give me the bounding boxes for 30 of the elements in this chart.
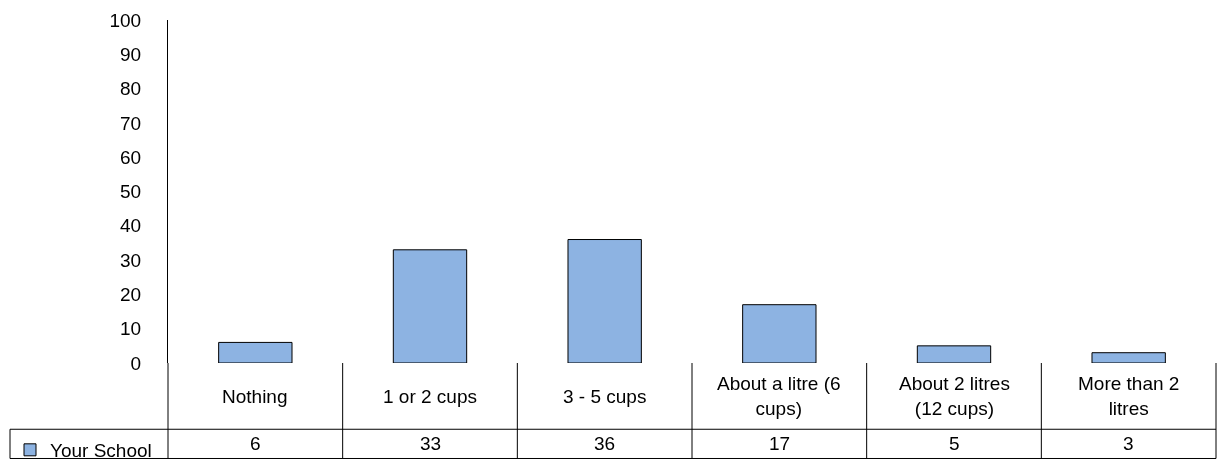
y-tick-label: 90 [120,43,142,65]
x-tick-label: About 2 litres (12 cups) [899,373,1010,419]
x-tick-label: 1 or 2 cups [383,386,477,407]
y-tick-label: 100 [109,9,142,31]
y-tick-label: 30 [120,249,142,271]
x-tick-label: About a litre (6 cups) [717,373,841,419]
bar [567,239,642,363]
data-label: 3 [1123,433,1134,454]
bar [218,341,293,363]
y-tick-label: 0 [130,352,142,374]
bar [742,304,817,363]
y-tick-label: 50 [120,181,142,203]
data-label: 17 [769,433,791,454]
x-tick-label: 3 - 5 cups [563,386,647,407]
legend-label: Your School [50,440,152,462]
y-tick-label: 10 [120,318,142,340]
bar [916,345,992,363]
x-tick-label: Nothing [222,386,288,407]
data-label: 36 [594,433,616,454]
data-label: 6 [250,433,261,454]
data-label: 5 [949,433,960,454]
y-tick-label: 20 [120,284,142,306]
bar [392,249,468,363]
y-tick-label: 80 [120,78,142,100]
y-tick-label: 40 [120,215,142,237]
x-tick-label: More than 2 litres [1078,373,1180,419]
bar [1091,352,1166,363]
y-tick-label: 60 [120,146,142,168]
data-label: 33 [420,433,442,454]
y-tick-label: 70 [120,112,142,134]
